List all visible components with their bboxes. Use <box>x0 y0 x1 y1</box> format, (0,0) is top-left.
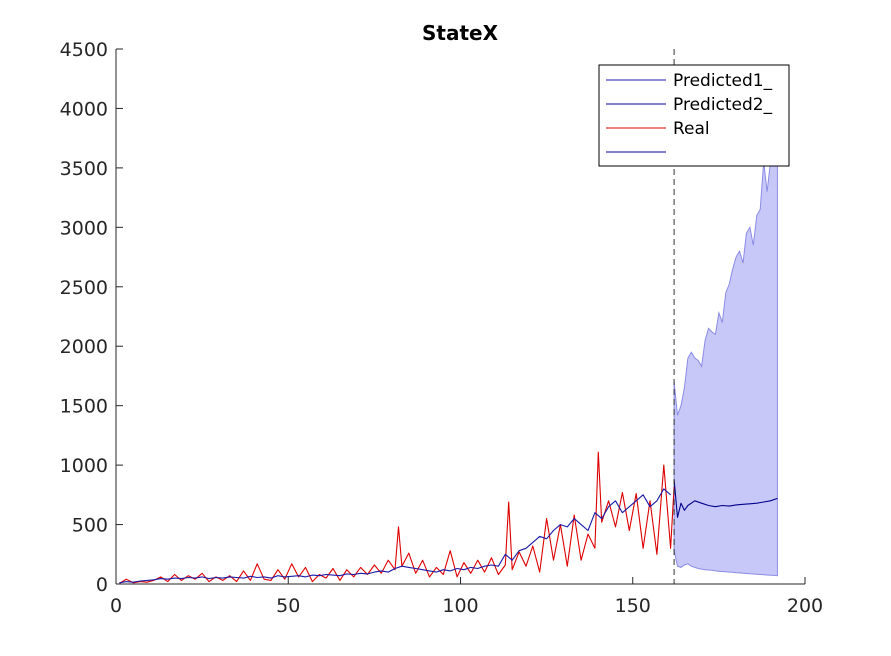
x-tick-label: 100 <box>442 595 478 617</box>
y-tick-label: 0 <box>96 574 108 596</box>
chart-title: StateX <box>422 21 499 45</box>
y-tick-label: 3500 <box>60 158 108 180</box>
y-tick-label: 4000 <box>60 98 108 120</box>
y-tick-label: 2000 <box>60 336 108 358</box>
y-tick-label: 3000 <box>60 217 108 239</box>
predicted2-line <box>673 479 778 518</box>
legend-item-predicted2-label: Predicted2_ <box>673 95 773 115</box>
y-tick-label: 1500 <box>60 396 108 418</box>
x-tick-label: 150 <box>615 595 651 617</box>
y-tick-label: 4500 <box>60 39 108 61</box>
legend-item-real-label: Real <box>673 119 710 139</box>
y-tick-label: 1000 <box>60 455 108 477</box>
plot-area <box>119 49 778 584</box>
x-tick-label: 50 <box>276 595 300 617</box>
legend-box <box>598 64 790 167</box>
y-tick-label: 2500 <box>60 277 108 299</box>
y-tick-label: 500 <box>72 515 108 537</box>
axes: 0 50 100 150 2000500100015002000250030003500… <box>60 39 823 617</box>
x-tick-label: 200 <box>787 595 823 617</box>
predicted1-line <box>119 488 671 584</box>
legend-item-predicted1-label: Predicted1_ <box>673 71 773 91</box>
x-tick-label: 0 <box>110 595 122 617</box>
confidence-band <box>673 132 778 577</box>
legend: Predicted1_ Predicted2_ Real <box>598 64 790 167</box>
